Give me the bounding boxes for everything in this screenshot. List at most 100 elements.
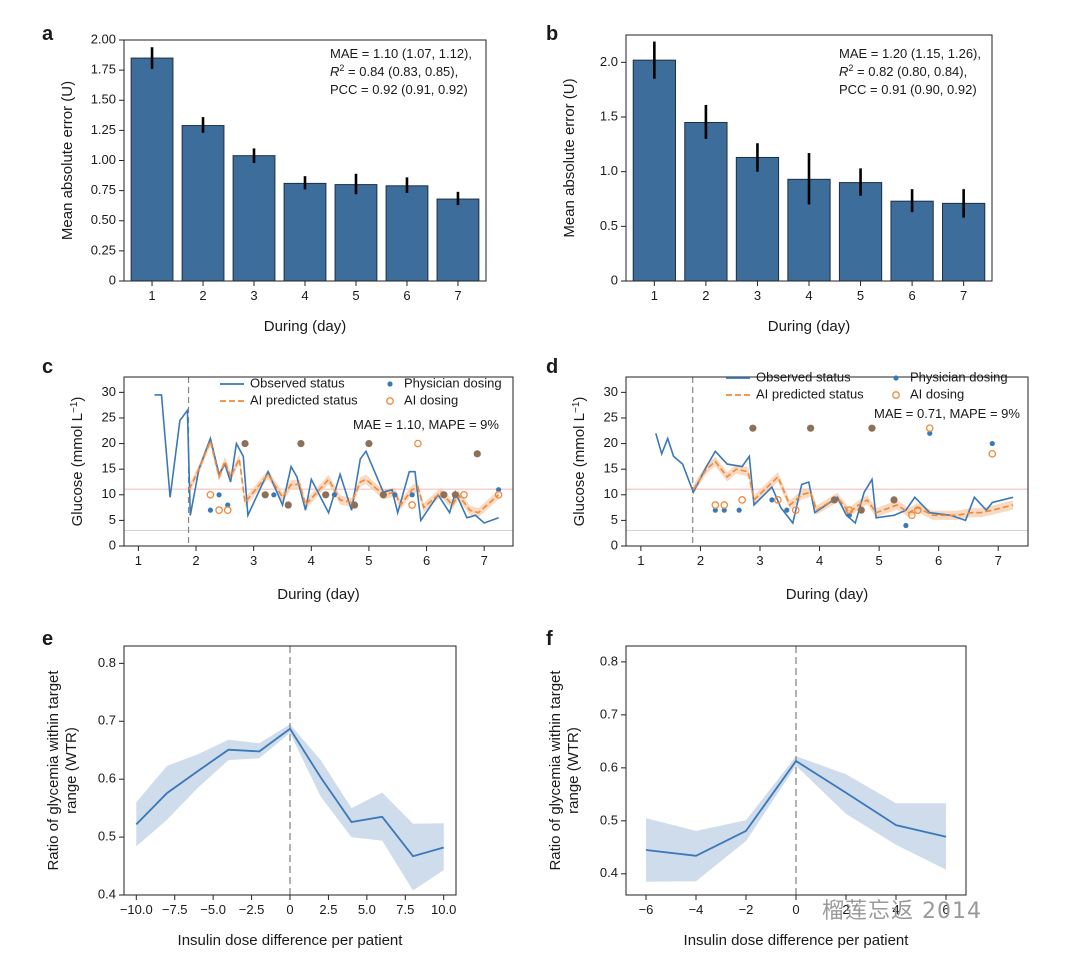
- panel-a-ytick-label: 1.00: [91, 152, 116, 167]
- panel-c-physician-dosing-point: [225, 502, 231, 508]
- panel-c-physician-dosing-point: [261, 491, 269, 499]
- panel-letter-f: f: [546, 628, 553, 650]
- panel-d-physician-dosing-point: [784, 507, 790, 513]
- panel-d-legend-physician-label: Physician dosing: [910, 369, 1008, 384]
- panel-c-xtick-label: 6: [423, 553, 430, 568]
- panel-c-xtick-label: 1: [135, 553, 142, 568]
- panel-c-legend-physician-swatch: [387, 381, 393, 387]
- panel-e-ytick-label: 0.5: [98, 829, 116, 844]
- panel-d-annotation: MAE = 0.71, MAPE = 9%: [874, 406, 1020, 421]
- panel-c-ylabel: Glucose (mmol L−1): [69, 397, 87, 527]
- panel-a-bar: [130, 57, 174, 282]
- panel-c-legend-observed-label: Observed status: [250, 375, 345, 390]
- panel-f-xtick-label: −2: [739, 902, 754, 917]
- panel-a-xtick-label: 4: [301, 288, 308, 303]
- panel-c-physician-dosing-point: [271, 492, 277, 498]
- panel-f-xlabel: Insulin dose difference per patient: [684, 932, 910, 949]
- panel-b-xtick-label: 2: [702, 288, 709, 303]
- panel-c-physician-dosing-point: [331, 492, 337, 498]
- panel-a-ylabel: Mean absolute error (U): [59, 81, 76, 240]
- panel-b-annotation-line: MAE = 1.20 (1.15, 1.26),: [839, 46, 981, 61]
- panel-f-xtick-label: 0: [792, 902, 799, 917]
- panel-b-ytick-label: 0: [611, 272, 618, 287]
- panel-e-xtick-label: 0: [286, 902, 293, 917]
- panel-b-ytick-label: 2.0: [600, 54, 618, 69]
- panel-c-ai-dosing-point: [414, 439, 422, 448]
- panel-d-physician-dosing-point: [868, 424, 876, 432]
- panel-d-ai-dosing-point: [845, 506, 854, 515]
- panel-a-xtick-label: 3: [250, 288, 257, 303]
- panel-d-ai-dosing-point: [711, 501, 720, 509]
- panel-b-bar: [735, 156, 780, 282]
- panel-a-bar: [436, 198, 480, 282]
- panel-d-physician-dosing-point: [736, 507, 742, 513]
- panel-f-xtick-label: 2: [842, 902, 849, 917]
- panel-c-xtick-label: 3: [250, 553, 257, 568]
- panel-c-ai-dosing-point: [408, 501, 416, 509]
- panel-f-ytick-label: 0.8: [600, 653, 618, 668]
- panel-c-physician-dosing-point: [495, 487, 502, 493]
- panel-e-xtick-label: 10.0: [431, 902, 456, 917]
- panel-d-xtick-label: 7: [995, 553, 1002, 568]
- panel-b-xtick-label: 6: [908, 288, 915, 303]
- panel-letter-a: a: [42, 23, 54, 45]
- panel-d-ai-dosing-point: [913, 506, 922, 515]
- panel-d-physician-dosing-point: [749, 424, 757, 432]
- panel-e-confidence-band: [136, 724, 444, 891]
- panel-c-physician-dosing-point: [473, 450, 481, 458]
- panel-c-ytick-label: 15: [102, 461, 116, 476]
- panel-e-ytick-label: 0.4: [98, 886, 116, 901]
- panel-d-legend-ai-swatch: [892, 391, 900, 399]
- panel-e-xtick-label: −10.0: [120, 902, 153, 917]
- panel-e-xtick-label: 5.0: [358, 902, 376, 917]
- panel-f-xtick-label: −6: [639, 902, 654, 917]
- panel-c-xtick-label: 2: [192, 553, 199, 568]
- panel-c-physician-dosing-point: [392, 492, 398, 498]
- panel-c-physician-dosing-point: [440, 491, 448, 499]
- panel-d-legend-observed-label: Observed status: [756, 369, 851, 384]
- panel-d-xtick-label: 3: [756, 553, 763, 568]
- panel-d-physician-dosing-point: [903, 522, 909, 529]
- panel-b-bar: [684, 121, 728, 282]
- panel-c-physician-dosing-point: [379, 491, 387, 499]
- panel-f-ytick-label: 0.4: [600, 865, 618, 880]
- panel-b-ylabel: Mean absolute error (U): [561, 78, 578, 237]
- panel-d-ai-dosing-point: [908, 511, 916, 520]
- panel-b-ytick-label: 1.0: [600, 163, 618, 178]
- panel-d-predicted-band: [693, 456, 1014, 520]
- panel-d-ylabel: Glucose (mmol L−1): [571, 397, 589, 527]
- panel-b-bar: [838, 182, 883, 282]
- panel-a-ytick-label: 0.50: [91, 212, 116, 227]
- panel-c-observed-line: [154, 394, 499, 524]
- panel-b-bar: [890, 200, 934, 282]
- panel-a-ytick-label: 1.25: [91, 122, 116, 137]
- panel-d-frame: [625, 376, 1029, 547]
- panel-c-physician-dosing-point: [207, 507, 214, 513]
- panel-c-ytick-label: 25: [102, 409, 116, 424]
- panel-d-physician-dosing-point: [830, 496, 839, 504]
- panel-d-ai-dosing-point: [774, 496, 782, 504]
- panel-c-physician-dosing-point: [322, 491, 330, 499]
- panel-c-physician-dosing-point: [365, 439, 373, 448]
- panel-d-ytick-label: 0: [611, 537, 618, 552]
- panel-c-physician-dosing-point: [409, 492, 415, 498]
- panel-d-physician-dosing-point: [846, 512, 852, 518]
- panel-d-physician-dosing-point: [721, 507, 727, 513]
- panel-f-ytick-label: 0.5: [600, 812, 618, 827]
- panel-a-ytick-label: 0.25: [91, 242, 116, 257]
- panel-a-ytick-label: 0.75: [91, 182, 116, 197]
- panel-d-ai-dosing-point: [738, 496, 746, 504]
- panel-f-xtick-label: −4: [689, 902, 704, 917]
- panel-d-legend-predicted-label: AI predicted status: [756, 386, 864, 401]
- panel-c-ai-dosing-point: [460, 490, 468, 499]
- panel-d-physician-dosing-point: [807, 424, 815, 432]
- panel-c-legend-physician-label: Physician dosing: [404, 375, 502, 390]
- panel-c-ai-dosing-point: [494, 490, 503, 499]
- panel-e-ylabel-line2: range (WTR): [63, 727, 80, 814]
- panel-c-physician-dosing-point: [350, 501, 359, 509]
- panel-a-xtick-label: 6: [403, 288, 410, 303]
- panel-c-physician-dosing-point: [297, 439, 305, 448]
- panel-a-bar: [385, 185, 429, 282]
- panel-e-ytick-label: 0.8: [98, 655, 116, 670]
- panel-c-xtick-label: 5: [365, 553, 372, 568]
